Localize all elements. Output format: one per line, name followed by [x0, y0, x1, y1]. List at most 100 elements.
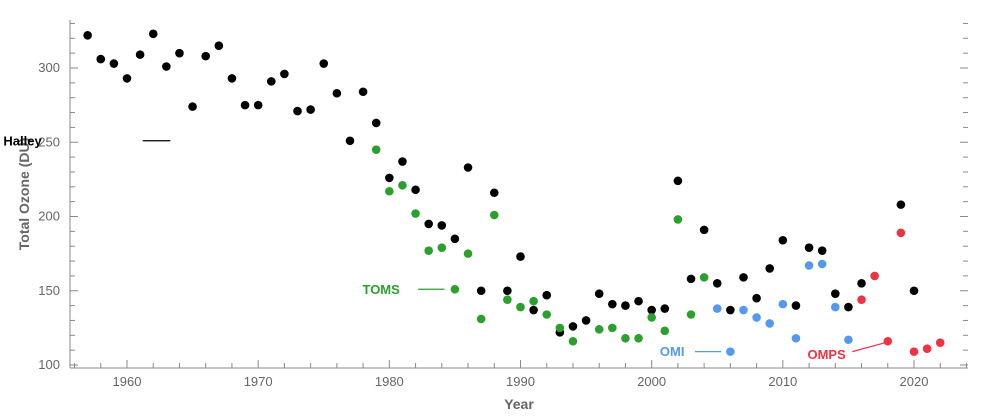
series-halley	[83, 29, 919, 337]
data-point	[280, 69, 289, 79]
data-point	[476, 286, 486, 296]
data-point	[476, 314, 486, 324]
data-point	[817, 259, 827, 269]
data-point	[804, 261, 814, 270]
data-point	[463, 163, 473, 172]
series-label-text: OMI	[660, 344, 685, 359]
axes: 100 150 200 250 300 1960 1970 1980 1990 2000 2010 2…	[16, 20, 968, 412]
data-point	[437, 221, 447, 230]
data-point	[385, 173, 394, 183]
x-axis-title: Year	[504, 396, 534, 412]
data-point	[739, 273, 748, 282]
data-point	[503, 286, 512, 296]
y-tick-label: 300	[38, 60, 60, 75]
series-label-halley: Halley	[3, 133, 171, 148]
data-point	[450, 284, 460, 294]
y-tick-label: 100	[38, 357, 60, 372]
x-tick-label: 1960	[113, 374, 142, 389]
data-point	[109, 59, 119, 68]
series-label-text: TOMS	[362, 282, 400, 297]
data-point	[411, 185, 420, 195]
data-point	[870, 271, 879, 281]
data-point	[778, 299, 788, 309]
data-point	[909, 347, 919, 356]
data-point	[726, 305, 735, 315]
data-point	[857, 295, 866, 304]
data-point	[162, 62, 171, 71]
series-label-omps: OMPS	[807, 342, 886, 362]
data-point	[358, 87, 368, 97]
data-point	[398, 157, 407, 166]
data-point	[516, 302, 525, 312]
data-point	[699, 225, 709, 235]
data-point	[896, 228, 906, 238]
data-point	[122, 74, 132, 83]
data-point	[148, 29, 158, 39]
series-omi	[712, 259, 853, 356]
data-point	[935, 338, 945, 348]
data-point	[739, 305, 748, 315]
data-point	[712, 279, 722, 288]
data-point	[437, 243, 447, 252]
data-point	[765, 319, 775, 328]
data-point	[503, 295, 512, 304]
data-point	[214, 41, 224, 51]
data-point	[345, 136, 355, 146]
data-point	[306, 105, 315, 114]
data-point	[791, 301, 801, 310]
series-label-text: Halley	[3, 133, 42, 148]
data-point	[542, 290, 552, 300]
data-point	[621, 333, 630, 343]
data-point	[581, 316, 591, 325]
series-label-leader	[852, 342, 886, 353]
x-tick-label: 1980	[375, 374, 404, 389]
data-point	[175, 48, 184, 58]
data-point	[831, 289, 840, 299]
data-point	[726, 347, 735, 356]
data-point	[568, 322, 578, 331]
data-point	[883, 336, 893, 346]
data-point	[673, 176, 683, 186]
data-point	[634, 296, 643, 306]
data-point	[804, 243, 814, 252]
data-point	[922, 344, 932, 353]
data-point	[857, 279, 866, 288]
x-tick-label: 1990	[506, 374, 535, 389]
series-omps	[857, 228, 945, 356]
data-point	[660, 326, 670, 336]
data-point	[450, 234, 460, 244]
data-point	[686, 310, 696, 319]
data-point	[371, 145, 381, 154]
data-point	[844, 335, 853, 345]
data-point	[201, 51, 210, 61]
data-point	[529, 305, 538, 315]
data-point	[266, 77, 276, 86]
data-point	[778, 235, 788, 245]
series-label-toms: TOMS	[362, 282, 445, 297]
data-point	[398, 181, 407, 190]
data-point	[135, 50, 145, 59]
y-tick-label: 250	[38, 134, 60, 149]
x-tick-label: 2010	[768, 374, 797, 389]
data-point	[542, 310, 552, 319]
y-tick-label: 150	[38, 283, 60, 298]
data-point	[463, 249, 473, 258]
data-point	[227, 74, 237, 83]
data-point	[411, 209, 420, 218]
data-point	[844, 302, 853, 312]
data-point	[293, 106, 302, 116]
data-point	[765, 264, 775, 273]
data-point	[673, 215, 683, 224]
data-point	[489, 210, 499, 220]
data-point	[424, 246, 433, 255]
data-point	[791, 333, 801, 343]
data-point	[96, 54, 106, 64]
data-point	[896, 200, 906, 209]
data-point	[253, 100, 263, 110]
data-point	[332, 88, 342, 98]
data-point	[621, 301, 630, 310]
data-point	[424, 219, 433, 229]
y-axis-title: Total Ozone (DU)	[16, 138, 32, 251]
data-point	[686, 274, 696, 284]
